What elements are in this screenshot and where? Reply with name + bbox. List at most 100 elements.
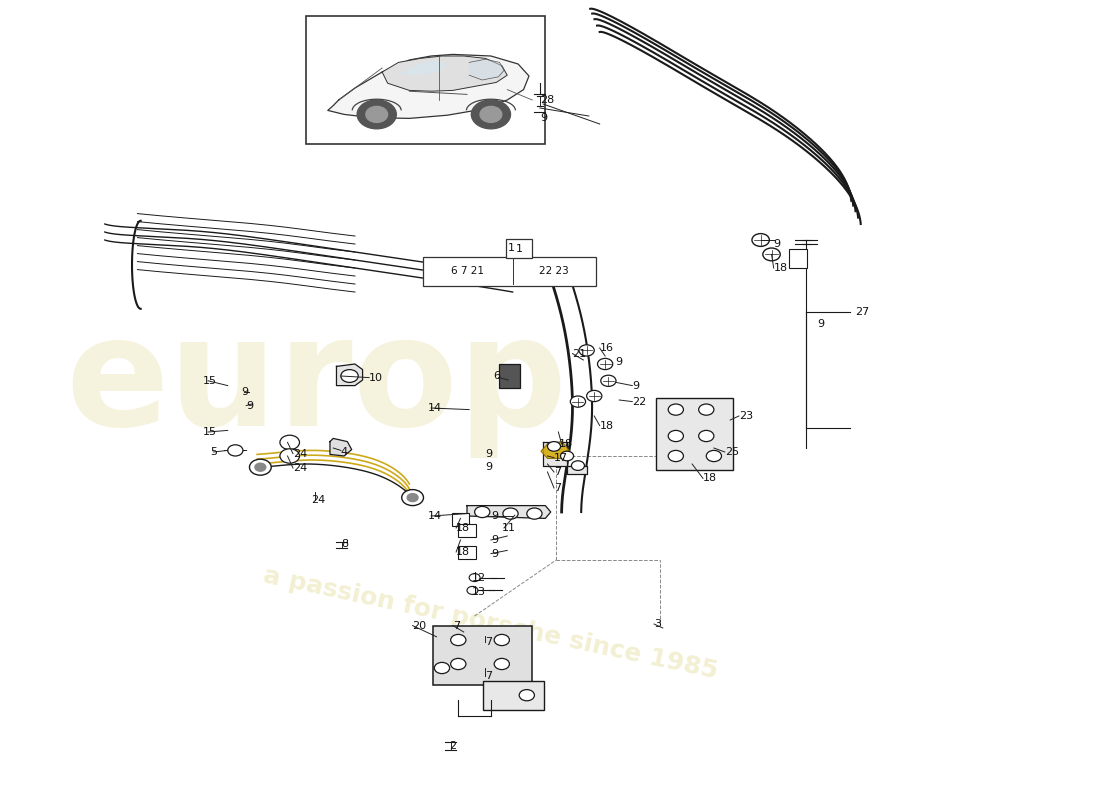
Circle shape — [451, 634, 466, 646]
Text: 7: 7 — [453, 621, 460, 630]
FancyBboxPatch shape — [459, 546, 475, 559]
Text: 9: 9 — [773, 239, 781, 249]
Text: 7: 7 — [485, 637, 493, 646]
Text: 3: 3 — [654, 619, 661, 629]
Circle shape — [579, 345, 594, 356]
Circle shape — [668, 430, 683, 442]
FancyBboxPatch shape — [459, 524, 475, 537]
Circle shape — [279, 435, 299, 450]
Text: 12: 12 — [471, 573, 485, 582]
Circle shape — [571, 461, 584, 470]
Text: 9: 9 — [491, 549, 498, 558]
Circle shape — [527, 508, 542, 519]
Text: 18: 18 — [600, 421, 614, 430]
Text: 10: 10 — [370, 373, 383, 382]
Text: 9: 9 — [491, 535, 498, 545]
Circle shape — [255, 463, 266, 471]
Text: 5: 5 — [210, 447, 218, 457]
Circle shape — [570, 396, 585, 407]
Text: 24: 24 — [293, 463, 307, 473]
Circle shape — [341, 370, 359, 382]
FancyBboxPatch shape — [657, 398, 734, 470]
Circle shape — [597, 358, 613, 370]
Text: 18: 18 — [703, 474, 717, 483]
Circle shape — [279, 449, 299, 463]
FancyBboxPatch shape — [452, 513, 470, 526]
Circle shape — [668, 450, 683, 462]
Text: 28: 28 — [540, 95, 554, 105]
Text: 9: 9 — [817, 319, 824, 329]
Circle shape — [366, 106, 387, 122]
Polygon shape — [541, 442, 569, 458]
Circle shape — [402, 490, 424, 506]
Text: 1: 1 — [508, 243, 515, 253]
Circle shape — [668, 404, 683, 415]
Circle shape — [451, 658, 466, 670]
Circle shape — [762, 248, 780, 261]
Polygon shape — [398, 61, 448, 75]
Text: 25: 25 — [725, 447, 739, 457]
Text: 9: 9 — [485, 449, 493, 458]
Text: 4: 4 — [341, 447, 348, 457]
Circle shape — [474, 506, 490, 518]
FancyBboxPatch shape — [789, 249, 807, 268]
Text: 14: 14 — [428, 511, 442, 521]
Circle shape — [519, 690, 535, 701]
Text: 13: 13 — [471, 587, 485, 597]
Text: 21: 21 — [572, 349, 586, 358]
FancyBboxPatch shape — [424, 257, 596, 286]
Circle shape — [358, 100, 396, 129]
Text: 18: 18 — [456, 547, 470, 557]
Text: 7: 7 — [554, 483, 561, 493]
Circle shape — [752, 234, 769, 246]
Text: 15: 15 — [202, 427, 217, 437]
Circle shape — [228, 445, 243, 456]
Circle shape — [480, 106, 502, 122]
Circle shape — [698, 404, 714, 415]
Text: 9: 9 — [632, 381, 639, 390]
Text: 9: 9 — [485, 462, 493, 472]
Text: 6: 6 — [493, 371, 500, 381]
Circle shape — [586, 390, 602, 402]
FancyBboxPatch shape — [433, 626, 532, 685]
Polygon shape — [330, 438, 352, 456]
Text: 9: 9 — [491, 511, 498, 521]
Text: 9: 9 — [540, 113, 547, 122]
Circle shape — [407, 494, 418, 502]
Text: 9: 9 — [246, 401, 253, 410]
Text: 18: 18 — [559, 439, 572, 449]
Circle shape — [503, 508, 518, 519]
Text: 14: 14 — [428, 403, 442, 413]
Circle shape — [471, 100, 510, 129]
Text: 8: 8 — [341, 539, 348, 549]
Polygon shape — [470, 59, 504, 80]
Polygon shape — [543, 442, 586, 474]
FancyBboxPatch shape — [483, 681, 544, 710]
Text: 2: 2 — [450, 741, 456, 750]
Circle shape — [561, 451, 573, 461]
Circle shape — [698, 430, 714, 442]
Text: 11: 11 — [502, 523, 516, 533]
Polygon shape — [328, 54, 529, 118]
Text: 23: 23 — [739, 411, 754, 421]
Text: 18: 18 — [773, 263, 788, 273]
Circle shape — [494, 658, 509, 670]
Circle shape — [468, 586, 477, 594]
Text: 7: 7 — [485, 671, 493, 681]
Circle shape — [470, 574, 480, 582]
Text: 1: 1 — [516, 244, 522, 254]
Text: 9: 9 — [241, 387, 248, 397]
FancyBboxPatch shape — [306, 16, 546, 144]
Text: 17: 17 — [554, 453, 568, 462]
Text: 22: 22 — [632, 397, 647, 406]
Text: 7: 7 — [554, 467, 561, 477]
Text: 24: 24 — [293, 449, 307, 458]
Text: 15: 15 — [202, 376, 217, 386]
Text: 6 7 21: 6 7 21 — [451, 266, 484, 276]
Text: 24: 24 — [311, 495, 326, 505]
Circle shape — [601, 375, 616, 386]
Text: 16: 16 — [600, 343, 614, 353]
Text: a passion for porsche since 1985: a passion for porsche since 1985 — [262, 564, 720, 684]
Circle shape — [548, 442, 561, 451]
Polygon shape — [337, 364, 363, 386]
